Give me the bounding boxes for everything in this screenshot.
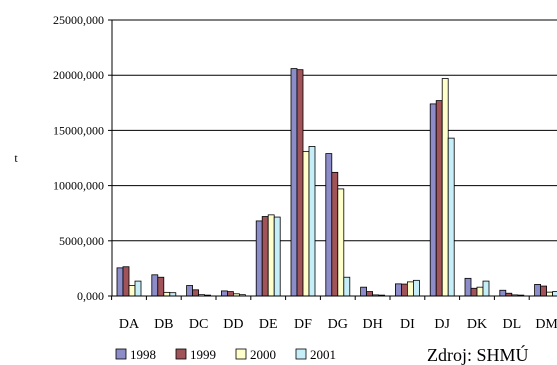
legend-label: 2001 bbox=[310, 347, 336, 362]
bar-DD-1998 bbox=[220, 290, 228, 297]
bar-DA-1998 bbox=[116, 267, 124, 297]
x-tick-label: DD bbox=[223, 317, 243, 332]
legend-label: 1999 bbox=[190, 347, 216, 362]
bar-DJ-2000 bbox=[441, 78, 449, 297]
bar-DJ-2001 bbox=[447, 137, 455, 297]
legend-swatch bbox=[295, 348, 307, 360]
bar-DA-2000 bbox=[128, 285, 136, 297]
bar-DK-1998 bbox=[464, 277, 472, 297]
bar-DF-2000 bbox=[302, 150, 310, 297]
bar-DI-1998 bbox=[394, 283, 402, 297]
bar-DB-1998 bbox=[151, 274, 159, 297]
gridlines bbox=[108, 19, 557, 297]
x-tick-label: DE bbox=[259, 317, 278, 332]
x-tick-label: DL bbox=[502, 317, 521, 332]
legend-label: 2000 bbox=[250, 347, 276, 362]
bar-DK-2000 bbox=[476, 286, 484, 297]
x-tick-label: DF bbox=[294, 317, 312, 332]
y-tick-label: 10000,000 bbox=[53, 179, 104, 193]
bar-DI-1999 bbox=[400, 283, 408, 297]
legend-label: 1998 bbox=[130, 347, 156, 362]
bar-DG-2000 bbox=[337, 188, 345, 297]
bar-DL-1998 bbox=[499, 289, 507, 297]
bar-DJ-1998 bbox=[429, 103, 437, 297]
bar-DE-1998 bbox=[255, 220, 263, 297]
x-tick-label: DC bbox=[189, 317, 208, 332]
bar-DE-1999 bbox=[261, 216, 269, 297]
x-tick-label: DI bbox=[400, 317, 415, 332]
bar-DH-1998 bbox=[360, 286, 368, 297]
bar-DK-2001 bbox=[482, 280, 490, 297]
bars bbox=[116, 68, 557, 297]
bar-DB-2000 bbox=[163, 291, 171, 297]
bar-DB-1999 bbox=[157, 276, 165, 297]
bar-DJ-1999 bbox=[435, 100, 443, 297]
x-tick-label: DM bbox=[535, 317, 557, 332]
legend-swatch bbox=[115, 348, 127, 360]
bar-DE-2001 bbox=[273, 216, 281, 297]
bar-DE-2000 bbox=[267, 214, 275, 297]
bar-DI-2000 bbox=[406, 281, 414, 297]
y-tick-label: 0,000 bbox=[77, 289, 104, 303]
bar-DG-2001 bbox=[343, 276, 351, 297]
y-tick-label: 5000,000 bbox=[59, 234, 104, 248]
source-note: Zdroj: SHMÚ bbox=[427, 344, 529, 365]
y-tick-labels: 0,000 5000,000 10000,000 15000,000 20000,000… bbox=[53, 13, 104, 303]
bar-DC-1998 bbox=[186, 285, 194, 297]
y-tick-label: 15000,000 bbox=[53, 123, 104, 137]
bar-DD-1999 bbox=[226, 291, 234, 297]
x-tick-label: DH bbox=[362, 317, 382, 332]
legend: 1998 1999 2000 2001 bbox=[115, 347, 336, 362]
bar-DA-1999 bbox=[122, 266, 130, 297]
bar-DM-2000 bbox=[546, 291, 553, 297]
bar-DF-1999 bbox=[296, 69, 304, 297]
bar-DH-1999 bbox=[366, 291, 374, 297]
bar-DG-1999 bbox=[331, 171, 339, 297]
y-tick-label: 20000,000 bbox=[53, 68, 104, 82]
x-tick-label: DJ bbox=[434, 317, 450, 332]
x-tick-label: DB bbox=[154, 317, 173, 332]
x-tick-label: DA bbox=[119, 317, 140, 332]
y-axis-label: t bbox=[14, 151, 18, 165]
y-tick-label: 25000,000 bbox=[53, 13, 104, 27]
bar-DF-2001 bbox=[308, 146, 316, 297]
bar-DM-2001 bbox=[552, 291, 557, 297]
bar-DC-1999 bbox=[192, 289, 200, 297]
legend-swatch bbox=[175, 348, 187, 360]
bar-DG-1998 bbox=[325, 153, 333, 297]
legend-swatch bbox=[235, 348, 247, 360]
x-tick-label: DG bbox=[328, 317, 348, 332]
bar-DM-1998 bbox=[534, 284, 541, 297]
bar-DK-1999 bbox=[470, 287, 478, 297]
bar-DF-1998 bbox=[290, 68, 298, 297]
bar-DM-1999 bbox=[540, 285, 547, 297]
bar-DI-2001 bbox=[412, 279, 420, 297]
x-tick-labels: DADBDCDDDEDFDGDHDIDJDKDLDMDN bbox=[111, 296, 557, 332]
bar-DA-2001 bbox=[134, 280, 142, 297]
x-tick-label: DK bbox=[467, 317, 487, 332]
